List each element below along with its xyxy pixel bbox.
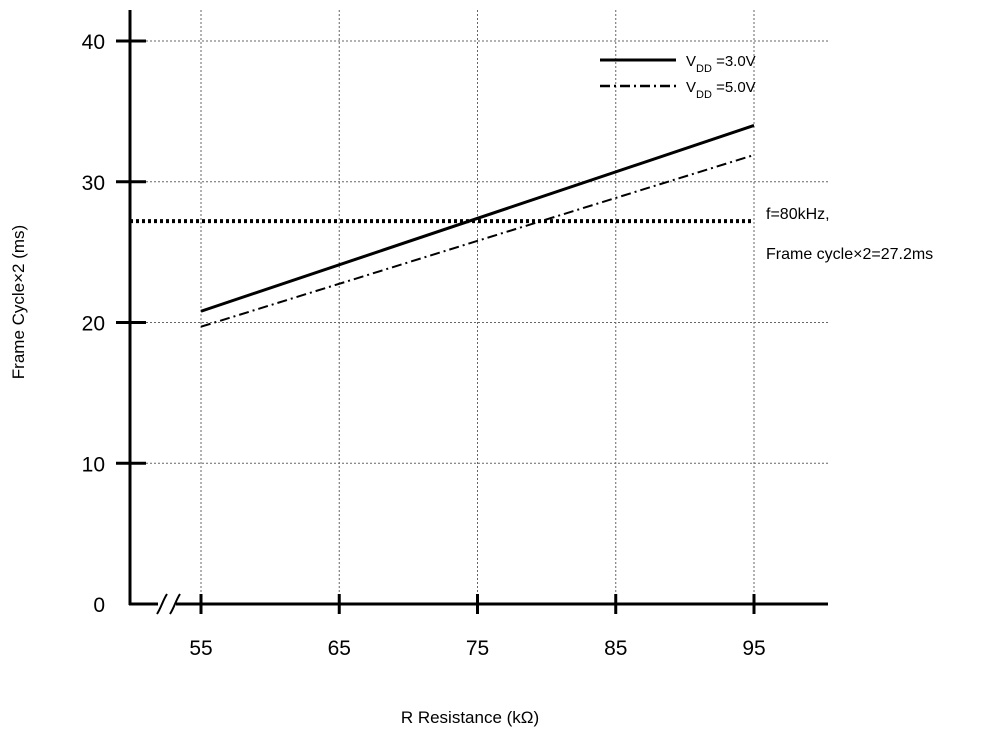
x-tick-label-75: 75 bbox=[466, 637, 489, 660]
y-tick-label-40: 40 bbox=[82, 31, 105, 54]
legend-label-2: VDD =5.0V bbox=[686, 79, 756, 101]
axis-break-mark-right bbox=[169, 593, 181, 615]
tick-labels: 55 65 75 85 95 0 10 20 30 40 bbox=[82, 31, 766, 660]
tick-marks bbox=[116, 39, 756, 614]
legend-label-1: VDD =3.0V bbox=[686, 53, 756, 75]
series-line-2 bbox=[200, 154, 755, 328]
x-tick-label-95: 95 bbox=[742, 637, 765, 660]
annotation-frame-cycle: Frame cycle×2=27.2ms bbox=[766, 246, 933, 263]
y-tick-label-30: 30 bbox=[82, 172, 105, 195]
axes bbox=[128, 10, 828, 615]
y-tick-label-20: 20 bbox=[82, 313, 105, 336]
series-lines bbox=[200, 124, 755, 328]
x-tick-label-85: 85 bbox=[604, 637, 627, 660]
y-axis-title: Frame Cycle×2 (ms) bbox=[9, 225, 28, 379]
x-tick-label-55: 55 bbox=[189, 637, 212, 660]
x-tick-label-65: 65 bbox=[328, 637, 351, 660]
legend: VDD =3.0V VDD =5.0V bbox=[600, 53, 756, 101]
y-tick-label-10: 10 bbox=[82, 453, 105, 476]
annotation-frequency: f=80kHz, bbox=[766, 206, 830, 223]
series-line-1 bbox=[200, 124, 755, 313]
y-tick-label-0: 0 bbox=[93, 594, 105, 617]
axis-break-mark-left bbox=[156, 593, 168, 615]
grid-lines bbox=[130, 10, 828, 604]
x-axis-title: R Resistance (kΩ) bbox=[401, 708, 539, 727]
